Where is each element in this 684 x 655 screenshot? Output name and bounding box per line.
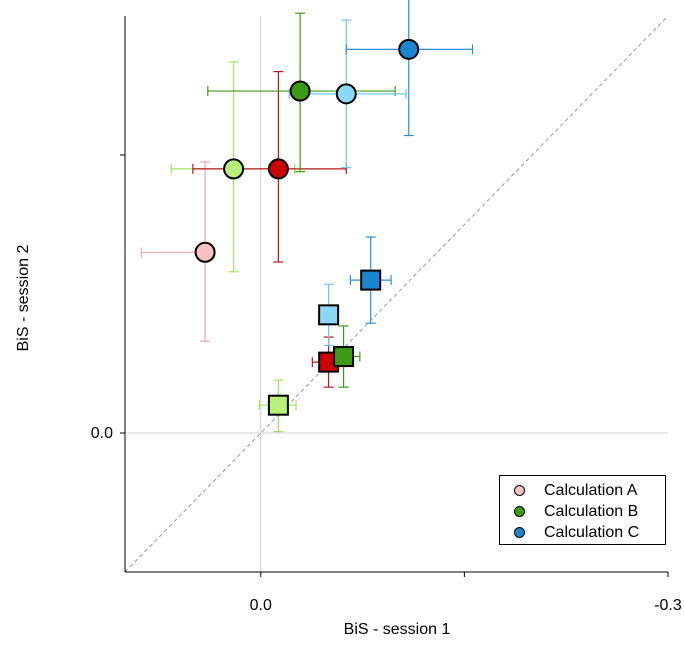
axes: 0.0-0.30.0-0.3 xyxy=(91,16,682,614)
x-axis-label: BiS - session 1 xyxy=(343,621,451,638)
data-point-circle-4-0 xyxy=(335,83,357,105)
legend-swatch-c xyxy=(514,527,525,538)
data-point-square-8-0 xyxy=(333,346,355,368)
y-tick-label-0: 0.0 xyxy=(91,425,113,442)
legend-item-c: Calculation C xyxy=(514,522,665,543)
data-point-circle-1-0 xyxy=(223,158,245,180)
data-markers xyxy=(194,38,420,416)
data-point-square-9-0 xyxy=(318,304,340,326)
legend: Calculation A Calculation B Calculation … xyxy=(499,475,666,545)
x-tick-label-2: -0.3 xyxy=(654,597,682,614)
legend-swatch-a xyxy=(514,485,525,496)
data-point-circle-3-0 xyxy=(289,80,311,102)
identity-line xyxy=(124,15,669,573)
data-point-circle-0-0 xyxy=(194,241,216,263)
legend-swatch-b xyxy=(514,506,525,517)
data-point-circle-5-0 xyxy=(398,38,420,60)
y-axis-label: BiS - session 2 xyxy=(15,244,32,352)
data-point-square-10-0 xyxy=(360,269,382,291)
legend-label-b: Calculation B xyxy=(544,502,639,520)
legend-item-a: Calculation A xyxy=(514,480,665,501)
data-point-circle-2-0 xyxy=(267,158,289,180)
data-point-square-6-0 xyxy=(267,394,289,416)
error-bar-5-0 xyxy=(345,0,474,137)
reference-lines xyxy=(124,15,669,573)
x-tick-label-0: 0.0 xyxy=(250,597,272,614)
error-bars xyxy=(140,0,474,433)
legend-label-c: Calculation C xyxy=(544,523,640,541)
legend-item-b: Calculation B xyxy=(514,501,665,522)
legend-label-a: Calculation A xyxy=(544,481,638,499)
